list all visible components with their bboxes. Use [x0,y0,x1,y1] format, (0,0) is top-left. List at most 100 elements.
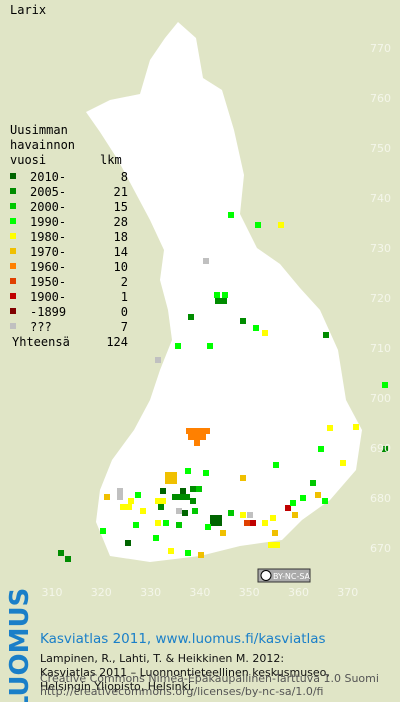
logo: LUOMUS [5,588,35,702]
legend-count: 0 [121,305,128,319]
legend-heading: havainnon [10,138,75,152]
observation-square [318,446,324,452]
legend-count: 2 [121,275,128,289]
legend-count: 10 [114,260,128,274]
observation-square [253,325,259,331]
legend-label: 2010- [30,170,66,184]
y-grid-label: 710 [370,342,391,355]
observation-square [194,434,200,440]
x-grid-label: 330 [140,586,161,599]
observation-square [165,478,171,484]
observation-square [188,434,194,440]
observation-square [262,330,268,336]
badge-box [257,568,311,583]
observation-square [216,520,222,526]
legend-swatch [10,308,16,314]
observation-square [194,440,200,446]
legend-label: 1980- [30,230,66,244]
observation-square [310,480,316,486]
observation-square [244,520,250,526]
observation-square [190,498,196,504]
legend-swatch [10,263,16,269]
observation-square [176,522,182,528]
observation-square [58,550,64,556]
legend-swatch [10,278,16,284]
legend-swatch [10,218,16,224]
observation-square [247,512,253,518]
observation-square [176,508,182,514]
x-grid-label: 350 [239,586,260,599]
legend-swatch [10,293,16,299]
x-grid-label: 370 [337,586,358,599]
observation-squares [58,212,388,562]
legend-heading: Uusimman [10,123,68,137]
legend-count: 7 [121,320,128,334]
observation-square [315,492,321,498]
legend-count-heading: lkm [100,153,122,167]
observation-square [220,530,226,536]
observation-square [120,504,126,510]
legend-count: 14 [114,245,128,259]
observation-square [290,500,296,506]
legend-count: 15 [114,200,128,214]
legend-label: 1900- [30,290,66,304]
observation-square [203,258,209,264]
total-count: 124 [106,335,128,349]
y-grid-label: 750 [370,142,391,155]
y-grid-label: 730 [370,242,391,255]
observation-square [382,446,388,452]
observation-square [207,343,213,349]
species-name: Larix [10,3,46,17]
observation-square [323,332,329,338]
x-grid-label: 320 [91,586,112,599]
observation-square [200,434,206,440]
observation-square [240,318,246,324]
x-grid-label: 360 [288,586,309,599]
observation-square [292,512,298,518]
legend-count: 1 [121,290,128,304]
y-grid-label: 700 [370,392,391,405]
y-grid-label: 740 [370,192,391,205]
observation-square [133,522,139,528]
observation-square [126,504,132,510]
observation-square [182,510,188,516]
legend-label: 2000- [30,200,66,214]
citation-line: Helsingin Yliopisto, Helsinki. [40,680,195,693]
legend-count: 18 [114,230,128,244]
observation-square [125,540,131,546]
legend-label: -1899 [30,305,66,319]
observation-square [353,424,359,430]
total-label: Yhteensä [12,335,70,349]
y-grid-label: 680 [370,492,391,505]
legend-swatch [10,233,16,239]
observation-square [165,472,171,478]
observation-square [228,212,234,218]
legend-count: 8 [121,170,128,184]
observation-square [273,462,279,468]
observation-square [215,298,221,304]
x-grid-label: 310 [42,586,63,599]
footer-text: Lampinen, R., Lahti, T. & Heikkinen M. 2… [40,652,379,698]
observation-square [204,428,210,434]
observation-square [168,548,174,554]
y-grid-label: 670 [370,542,391,555]
observation-square [192,428,198,434]
observation-square [140,508,146,514]
observation-square [185,550,191,556]
cc-badge: BY-NC-SA [257,568,311,583]
legend-label: 1990- [30,215,66,229]
observation-square [178,494,184,500]
observation-square [210,515,216,521]
observation-square [240,512,246,518]
legend-label: 1950- [30,275,66,289]
observation-square [285,505,291,511]
atlas-link[interactable]: Kasviatlas 2011, www.luomus.fi/kasviatla… [40,631,326,647]
observation-square [190,486,196,492]
observation-square [203,470,209,476]
observation-square [322,498,328,504]
observation-square [196,486,202,492]
observation-square [100,528,106,534]
legend-swatch [10,248,16,254]
